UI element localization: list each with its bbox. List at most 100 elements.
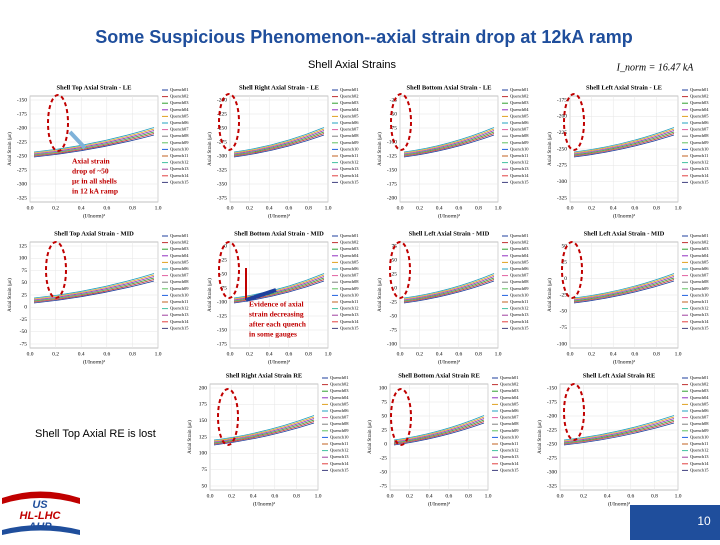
y-tick-label: 75 xyxy=(22,268,28,274)
legend-entry: Quench07 xyxy=(500,415,519,420)
legend-entry: Quench01 xyxy=(690,87,709,92)
curve xyxy=(33,276,155,301)
y-tick-label: -150 xyxy=(547,385,557,391)
plot: Shell Top Axial Strain - LE -150 -175 -200 -… xyxy=(8,84,189,219)
legend-entry: Quench05 xyxy=(510,113,529,118)
x-tick-label: 0.6 xyxy=(271,493,278,499)
legend-entry: Quench12 xyxy=(170,160,189,165)
legend-entry: Quench04 xyxy=(510,253,529,258)
legend-entry: Quench05 xyxy=(170,113,189,118)
legend-entry: Quench02 xyxy=(170,240,189,245)
y-tick-label: -200 xyxy=(387,195,397,201)
legend-entry: Quench06 xyxy=(500,408,519,413)
x-tick-label: 0.0 xyxy=(207,493,214,499)
legend-entry: Quench04 xyxy=(330,395,349,400)
curve xyxy=(233,274,325,300)
plot-frame xyxy=(399,95,499,203)
legend-entry: Quench05 xyxy=(500,401,519,406)
plot-title: Shell Bottom Axial Strain - LE xyxy=(406,84,491,91)
arrow xyxy=(68,130,87,150)
x-tick-label: 0.4 xyxy=(266,205,273,211)
y-tick-label: -200 xyxy=(547,413,557,419)
y-tick-label: 50 xyxy=(562,243,568,249)
x-tick-label: 0.6 xyxy=(631,205,638,211)
curve xyxy=(403,134,495,158)
curve xyxy=(233,134,325,158)
y-tick-label: -250 xyxy=(217,125,227,131)
legend-entry: Quench15 xyxy=(510,179,529,184)
legend-entry: Quench03 xyxy=(690,246,709,251)
y-tick-label: -100 xyxy=(217,299,227,305)
legend-entry: Quench03 xyxy=(340,246,359,251)
y-tick-label: 125 xyxy=(19,243,28,249)
curve xyxy=(573,274,675,300)
y-tick-label: 0 xyxy=(224,243,227,249)
y-tick-label: 0 xyxy=(384,441,387,447)
curve xyxy=(403,131,495,156)
curve xyxy=(33,127,155,153)
legend-entry: Quench11 xyxy=(510,153,528,158)
curve xyxy=(33,128,155,154)
x-tick-label: 0.0 xyxy=(567,351,574,357)
x-tick-label: 0.8 xyxy=(129,351,136,357)
x-tick-label: 0.6 xyxy=(445,493,452,499)
curve xyxy=(213,418,315,443)
y-tick-label: -200 xyxy=(557,114,567,120)
curve xyxy=(33,273,155,299)
legend-entry: Quench12 xyxy=(690,160,709,165)
legend-entry: Quench14 xyxy=(690,319,709,324)
plot-title: Shell Right Axial Strain - LE xyxy=(239,84,319,91)
plot: Shell Left Axial Strain - MID7550250-25-… xyxy=(378,230,529,365)
legend-entry: Quench07 xyxy=(170,273,189,278)
curve xyxy=(573,273,675,299)
legend-entry: Quench10 xyxy=(690,434,709,439)
legend-entry: Quench11 xyxy=(340,153,358,158)
curve xyxy=(403,277,495,302)
highlight xyxy=(217,388,239,446)
legend-entry: Quench12 xyxy=(500,448,519,453)
x-tick-label: 0.0 xyxy=(397,205,404,211)
legend-entry: Quench10 xyxy=(170,292,189,297)
y-tick-label: 100 xyxy=(19,256,28,262)
legend-entry: Quench10 xyxy=(340,146,359,151)
plot: Shell Right Axial Strain RE 200 175 150 125 1… xyxy=(188,372,349,507)
x-tick-label: 0.2 xyxy=(246,351,253,357)
curve xyxy=(573,279,675,303)
x-tick-label: 0.4 xyxy=(604,493,611,499)
legend-entry: Quench07 xyxy=(690,273,709,278)
highlight xyxy=(390,388,412,446)
y-tick-label: -250 xyxy=(557,146,567,152)
legend-entry: Quench01 xyxy=(340,233,359,238)
y-tick-label: -50 xyxy=(390,111,398,117)
highlight xyxy=(218,93,240,151)
y-tick-label: -100 xyxy=(387,341,397,347)
x-tick-label: 0.0 xyxy=(27,205,34,211)
legend-entry: Quench05 xyxy=(340,259,359,264)
curve xyxy=(233,277,325,302)
y-tick-label: 25 xyxy=(382,427,388,433)
x-tick-label: 0.8 xyxy=(475,351,482,357)
legend-entry: Quench01 xyxy=(170,233,189,238)
curve xyxy=(573,133,675,157)
y-tick-label: 50 xyxy=(392,257,398,263)
curve xyxy=(393,416,485,442)
y-tick-label: -175 xyxy=(387,181,397,187)
legend-entry: Quench14 xyxy=(330,461,349,466)
legend-entry: Quench06 xyxy=(170,266,189,271)
highlight xyxy=(390,93,412,151)
legend-entry: Quench08 xyxy=(510,133,529,138)
legend-entry: Quench01 xyxy=(340,87,359,92)
curve xyxy=(573,280,675,304)
legend-entry: Quench02 xyxy=(510,94,529,99)
curve xyxy=(573,131,675,156)
legend-entry: Quench03 xyxy=(510,246,529,251)
curve xyxy=(403,130,495,155)
curve xyxy=(33,133,155,157)
legend-entry: Quench13 xyxy=(510,312,529,317)
x-tick-label: 0.8 xyxy=(305,351,312,357)
legend-entry: Quench13 xyxy=(690,166,709,171)
logo-swoosh xyxy=(2,525,80,535)
plot: Shell Right Axial Strain - LE-200-225-25… xyxy=(208,84,359,219)
y-tick-label: -300 xyxy=(547,469,557,475)
drop-note: in 12 kA ramp xyxy=(72,187,118,196)
